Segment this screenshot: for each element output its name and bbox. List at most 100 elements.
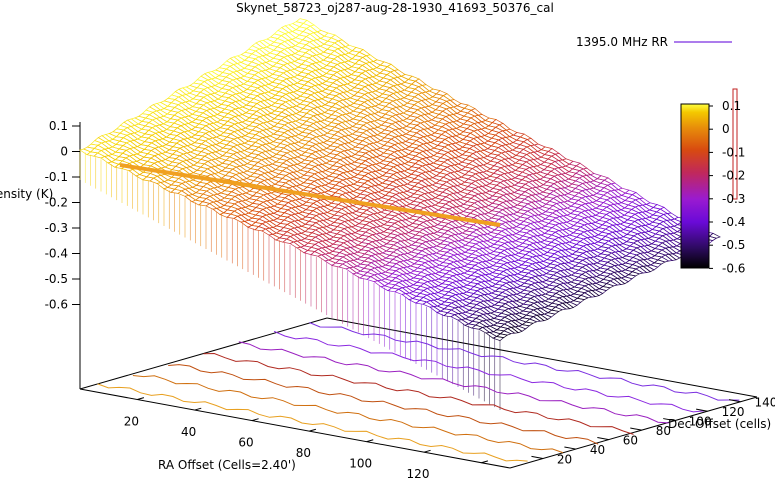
surface-cell [350,154,363,160]
x-tick-mark [423,449,431,453]
surface-cell [268,57,282,64]
x-tick-mark [309,428,317,432]
surface-cell [323,125,336,131]
colorbar-ticks: 0.1 0 -0.1 -0.2 -0.3 -0.4 -0.5 -0.6 [709,99,745,275]
surface-cell [456,103,469,109]
surface-cell [136,151,149,158]
surface-cell [624,189,637,195]
x-tick-label: 40 [181,425,196,439]
base-projection-line [132,375,564,454]
surface-cell [266,36,279,43]
colorbar-gradient [680,103,710,269]
surface-cell [162,129,175,135]
surface-cell [347,58,360,65]
y-tick-label: 20 [557,453,572,467]
surface-cell [575,162,588,170]
surface-cell [603,177,616,185]
colorbar-tick-label: -0.6 [722,261,745,275]
x-tick-label: 60 [238,436,253,450]
x-tick-mark [251,418,259,422]
surface-cell [589,173,602,180]
y-tick-label: 120 [722,405,745,419]
surface-cell [645,202,658,208]
z-tick-label: -0.2 [45,196,68,210]
z-axis-ticks: 0.1 0 -0.1 -0.2 -0.3 -0.4 -0.5 -0.6 [45,119,80,312]
surface-cell [191,192,204,198]
surface-cell [414,78,427,86]
surface-cell [321,73,335,79]
surface-cell [568,160,581,167]
surface-cell [191,199,204,206]
x-tick-label: 20 [124,415,139,429]
base-projection-lines [97,322,740,462]
surface-cell [377,117,390,123]
surface-mesh [79,18,721,410]
z-tick-label: -0.6 [45,298,68,312]
colorbar: 0.1 0 -0.1 -0.2 -0.3 -0.4 -0.5 -0.6 [680,88,745,275]
surface-cell [293,58,307,65]
surface-cell [374,96,387,103]
surface-cell [243,148,256,154]
surface-cell [358,49,371,57]
surface-cell [295,103,308,110]
surface-cell [430,132,443,139]
base-projection-line [309,322,740,401]
surface-cell [321,88,334,95]
surface-cell [405,131,418,137]
surface-cell [554,152,567,161]
surface-cell [540,146,553,152]
legend-label: 1395.0 MHz RR [576,35,668,49]
surface-cell [561,158,574,165]
x-tick-label: 80 [296,446,311,460]
chart-title: Skynet_58723_oj287-aug-28-1930_41693_503… [236,1,554,15]
colorbar-tick-label: 0.1 [722,99,741,113]
surface-cell [376,124,390,131]
surface-cell [404,146,417,152]
surface-cell [243,73,256,79]
colorbar-tick-label: -0.1 [722,145,745,159]
y-axis-label: Dec Offset (cells) [668,417,771,431]
surface-cell [617,187,630,194]
surface-cell [348,110,362,117]
x-tick-mark [481,460,489,464]
z-tick-label: -0.5 [45,272,68,286]
surface-cell [375,72,388,79]
surface-cell [295,18,308,24]
y-tick-label: 140 [755,396,775,410]
z-axis-label: Intensity (K) [0,187,53,201]
surface-cell [386,63,399,71]
surface-cell [372,59,385,66]
base-projection-line [273,330,705,413]
surface-cell [459,196,472,202]
surface-cell [631,192,644,199]
surface-cell [347,66,360,73]
surface-cell [533,143,546,151]
surface-cell [267,89,280,96]
surface-cell [484,117,497,123]
x-tick-mark [194,407,202,411]
x-tick-label: 100 [349,457,372,471]
surface-cell [295,95,309,102]
surface-cell [477,114,490,121]
surface-cell [326,217,339,223]
y-tick-mark [531,455,544,460]
base-projection-line [168,364,599,445]
surface-cell [351,47,364,53]
surface-cell [379,61,392,67]
surface-cell [596,175,609,181]
surface-cell [319,35,333,42]
surface-cell [442,93,455,101]
surface-cell [512,132,525,138]
surface-cell [188,106,201,112]
surface-cell [349,95,362,101]
surface-cell [269,133,282,140]
colorbar-tick-label: -0.3 [722,192,745,206]
surface-cell [321,81,334,87]
surface-cell [376,132,389,139]
y-tick-mark [696,408,708,412]
surface-cell [407,75,420,82]
surface-cell [298,197,311,203]
surface-cell [108,131,121,138]
surface-cell [322,57,335,63]
